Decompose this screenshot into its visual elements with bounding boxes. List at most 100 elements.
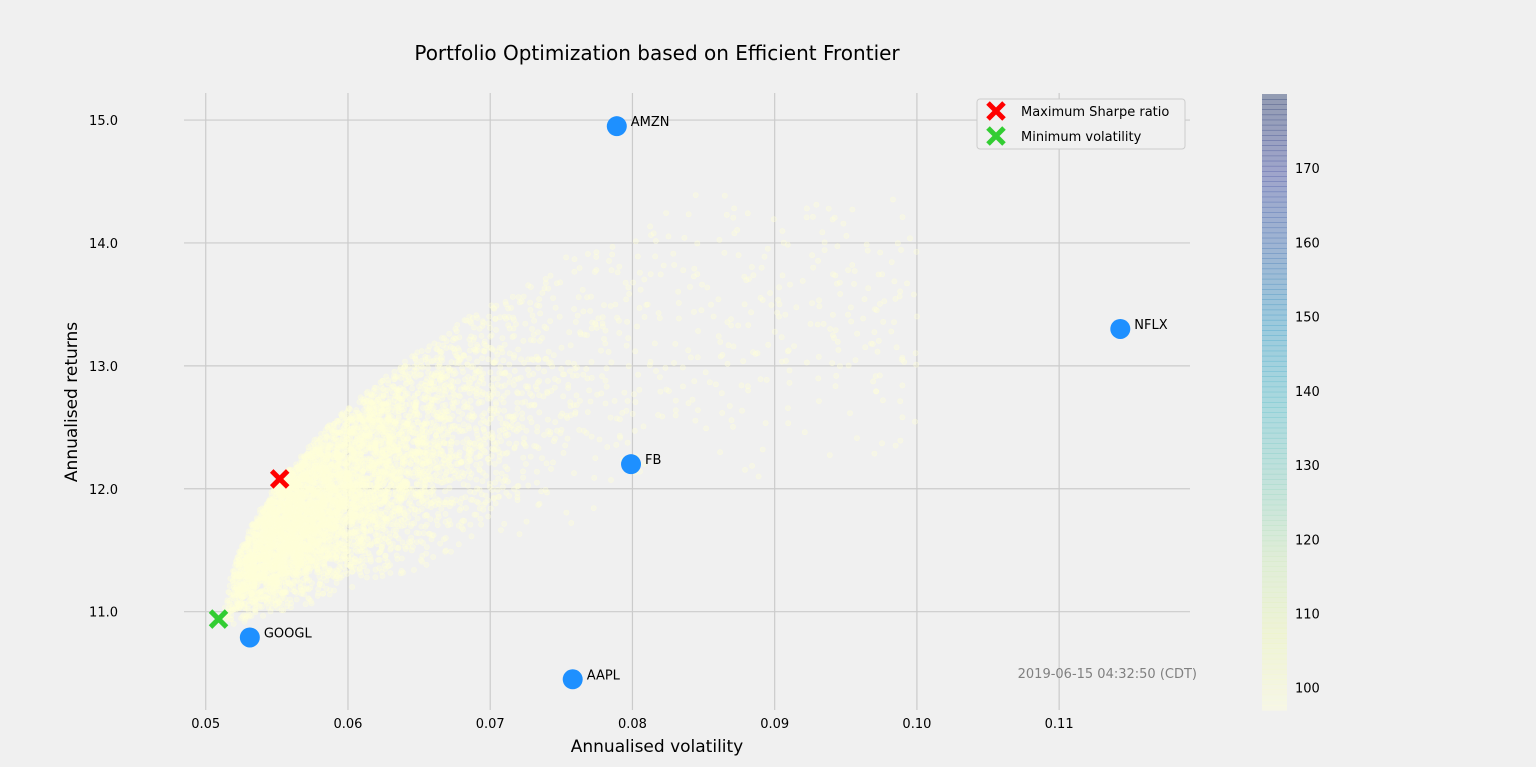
portfolio-point [755, 473, 762, 480]
portfolio-point [303, 585, 310, 592]
portfolio-point [567, 368, 573, 374]
portfolio-point [531, 443, 538, 449]
portfolio-point [320, 590, 327, 597]
portfolio-point [656, 315, 663, 321]
portfolio-point [497, 527, 504, 533]
portfolio-point [408, 547, 415, 554]
portfolio-point [571, 470, 577, 477]
portfolio-point [397, 503, 403, 510]
portfolio-point [832, 327, 839, 333]
portfolio-point [523, 461, 529, 467]
portfolio-point [360, 563, 367, 570]
portfolio-point [767, 290, 773, 296]
portfolio-point [463, 436, 470, 442]
portfolio-point [536, 500, 543, 507]
portfolio-point [520, 468, 526, 475]
portfolio-point [514, 483, 521, 490]
portfolio-point [527, 390, 533, 397]
portfolio-point [387, 570, 394, 576]
portfolio-point [408, 534, 414, 541]
portfolio-point [801, 429, 808, 436]
portfolio-point [672, 340, 679, 347]
portfolio-point [719, 409, 726, 416]
portfolio-point [791, 343, 797, 349]
portfolio-point [695, 328, 701, 334]
portfolio-point [815, 257, 821, 264]
portfolio-point [888, 259, 895, 265]
portfolio-point [623, 342, 630, 349]
portfolio-point [848, 318, 855, 325]
portfolio-point [748, 309, 754, 316]
portfolio-point [655, 412, 661, 418]
portfolio-point [573, 392, 580, 399]
portfolio-point [418, 523, 425, 530]
portfolio-point [816, 303, 823, 310]
portfolio-point [456, 416, 463, 423]
simulated-portfolios [221, 192, 920, 627]
portfolio-point [893, 344, 900, 351]
portfolio-point [476, 505, 483, 512]
portfolio-point [576, 426, 583, 433]
portfolio-point [442, 547, 449, 554]
portfolio-point [499, 420, 506, 427]
portfolio-point [456, 449, 463, 456]
portfolio-point [563, 509, 570, 516]
portfolio-point [280, 607, 287, 614]
portfolio-point [545, 378, 551, 384]
portfolio-point [551, 384, 558, 391]
portfolio-point [480, 425, 487, 432]
portfolio-point [580, 371, 587, 378]
portfolio-point [778, 334, 785, 341]
portfolio-point [285, 579, 292, 586]
portfolio-point [460, 481, 467, 488]
portfolio-point [583, 365, 590, 372]
portfolio-point [485, 513, 491, 520]
portfolio-point [779, 272, 786, 279]
portfolio-point [603, 383, 610, 390]
portfolio-point [635, 371, 641, 378]
portfolio-point [523, 383, 529, 390]
portfolio-point [584, 409, 591, 415]
portfolio-point [565, 359, 572, 366]
portfolio-point [640, 423, 647, 430]
portfolio-point [891, 319, 897, 325]
portfolio-point [742, 466, 748, 473]
portfolio-point [871, 329, 878, 335]
portfolio-point [541, 368, 547, 375]
portfolio-point [653, 368, 659, 374]
portfolio-point [479, 478, 486, 484]
portfolio-point [434, 496, 441, 503]
portfolio-point [382, 552, 388, 559]
portfolio-point [449, 496, 455, 502]
portfolio-point [241, 612, 247, 618]
portfolio-point [877, 249, 884, 256]
portfolio-point [497, 415, 504, 422]
portfolio-point [631, 391, 637, 398]
portfolio-point [495, 475, 502, 482]
portfolio-point [608, 477, 614, 483]
portfolio-point [376, 549, 383, 556]
portfolio-point [504, 413, 511, 420]
portfolio-point [691, 308, 697, 315]
portfolio-point [564, 435, 571, 442]
portfolio-point [423, 550, 429, 557]
portfolio-point [506, 379, 513, 385]
portfolio-point [775, 297, 781, 303]
portfolio-point [449, 434, 456, 441]
portfolio-point [469, 410, 476, 417]
portfolio-point [587, 398, 594, 405]
portfolio-point [554, 427, 560, 434]
portfolio-point [525, 482, 532, 489]
portfolio-point [616, 432, 623, 439]
portfolio-point [253, 515, 260, 521]
portfolio-point [647, 358, 654, 365]
portfolio-point [534, 468, 540, 475]
portfolio-point [807, 320, 814, 327]
portfolio-point [422, 418, 429, 425]
portfolio-point [715, 296, 722, 303]
portfolio-point [629, 410, 636, 417]
portfolio-point [343, 561, 350, 568]
portfolio-point [490, 494, 497, 501]
portfolio-point [749, 462, 755, 469]
